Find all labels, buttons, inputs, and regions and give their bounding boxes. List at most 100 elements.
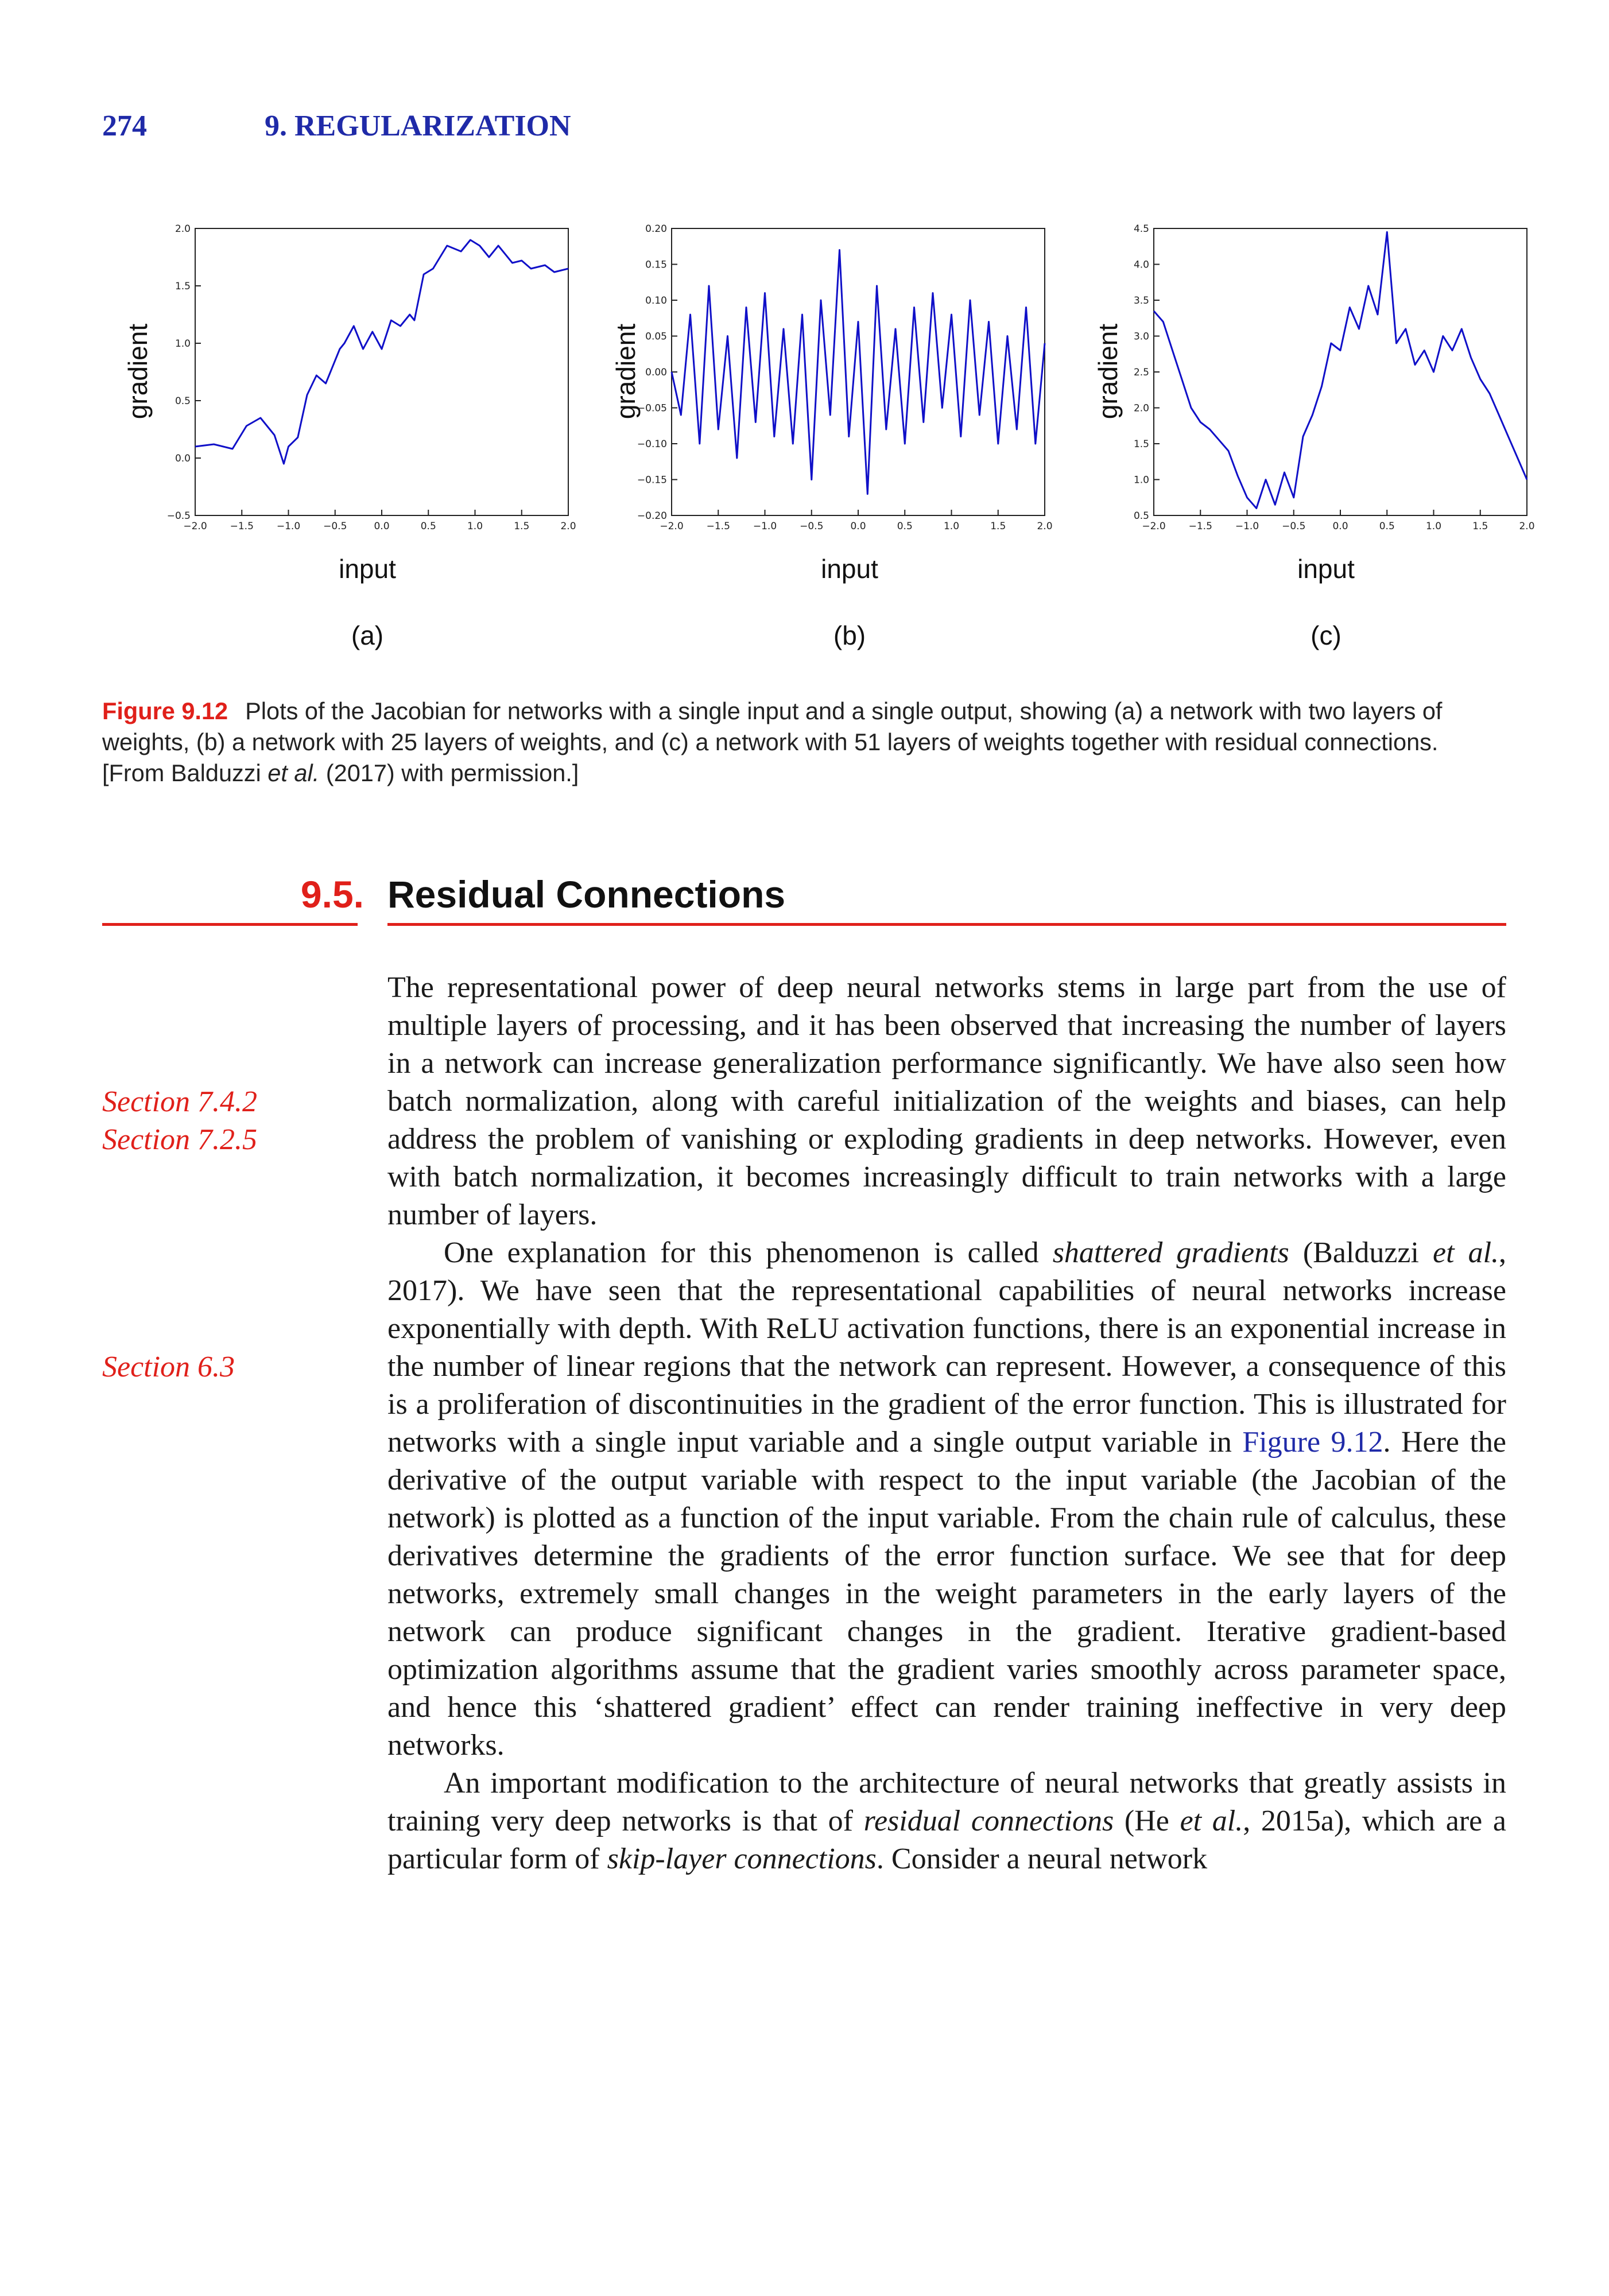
term-residual-connections: residual connections	[863, 1805, 1114, 1837]
section-heading: 9.5. Residual Connections	[102, 872, 1506, 936]
x-tick-label: −0.5	[1282, 521, 1305, 532]
y-tick-label: 2.0	[175, 223, 191, 235]
plot-frame	[1153, 228, 1527, 516]
x-axis-label-a: input	[339, 554, 396, 584]
plot-frame	[195, 228, 569, 516]
plot-panel-b: gradient −2.0 −1.5 −1.0 −0.5 0.0 0.5 1.0 1.5 2.0…	[591, 212, 1062, 534]
y-tick-label: −0.05	[637, 403, 667, 414]
x-tick-label: 0.5	[897, 521, 913, 532]
paragraph-2: One explanation for this phenomenon is c…	[387, 1234, 1506, 1764]
paragraph-1: The representational power of deep neura…	[387, 971, 1506, 1231]
x-tick-label: −1.0	[277, 521, 300, 532]
x-tick-label: −1.5	[1189, 521, 1212, 532]
x-tick-label: −1.0	[1235, 521, 1259, 532]
x-tick-label: 1.5	[990, 521, 1006, 532]
y-tick-label: −0.5	[167, 510, 191, 522]
etal: et al.	[1180, 1805, 1243, 1837]
text-span: . Here the derivative of the output vari…	[387, 1426, 1506, 1762]
y-tick-label: 0.5	[175, 395, 191, 407]
x-tick-label: 0.5	[421, 521, 436, 532]
y-tick-label: 4.0	[1134, 259, 1149, 271]
y-tick-label: 3.5	[1134, 295, 1149, 307]
text-span: , 2017). We have seen that the represent…	[387, 1236, 1507, 1459]
paragraph-3: An important modification to the archite…	[387, 1764, 1506, 1878]
plot-panel-a: gradient −2.0 −1.5 −1.0 −0.5 0.0 0.5 1.0 1.5 2.0…	[115, 212, 586, 534]
chapter-title: 9. REGULARIZATION	[265, 110, 571, 142]
x-tick-label: 1.0	[944, 521, 959, 532]
x-tick-label: 2.0	[1519, 521, 1534, 532]
page-number: 274	[102, 110, 147, 142]
y-tick-label: 1.0	[175, 338, 191, 350]
body-text: The representational power of deep neura…	[387, 969, 1506, 1878]
sublabel-a: (a)	[351, 620, 384, 650]
y-tick-label: 4.5	[1134, 223, 1149, 235]
y-tick-label: 0.15	[645, 259, 667, 271]
running-header: 274 9. REGULARIZATION	[102, 109, 571, 143]
x-tick-label: −2.0	[1142, 521, 1165, 532]
text-span: An important modification to the archite…	[387, 1767, 1506, 1837]
x-tick-label: −2.0	[183, 521, 207, 532]
x-tick-label: 0.5	[1379, 521, 1395, 532]
x-tick-label: 2.0	[1037, 521, 1052, 532]
y-tick-label: −0.10	[637, 439, 667, 450]
figure-caption: Figure 9.12 Plots of the Jacobian for net…	[102, 696, 1506, 789]
y-tick-label: 2.0	[1134, 403, 1149, 414]
x-tick-label: −1.5	[230, 521, 254, 532]
heading-rule-right	[387, 923, 1506, 926]
x-tick-label: 1.5	[514, 521, 529, 532]
x-tick-label: 0.0	[850, 521, 866, 532]
x-tick-label: −0.5	[323, 521, 347, 532]
x-tick-label: 0.0	[374, 521, 389, 532]
plot-panel-c: gradient −2.0 −1.5 −1.0 −0.5 0.0 0.5 1.0 1.5 2.0…	[1073, 212, 1544, 534]
section-title: Residual Connections	[387, 873, 786, 916]
y-tick-label: 0.05	[645, 331, 667, 343]
term-skip-layer-connections: skip-layer connections	[607, 1843, 877, 1875]
line-chart-a: −2.0 −1.5 −1.0 −0.5 0.0 0.5 1.0 1.5 2.0 −0.5 0.0 0.…	[167, 223, 576, 532]
y-tick-label: 1.5	[175, 281, 191, 292]
y-tick-label: 0.00	[645, 367, 667, 378]
y-tick-label: 0.0	[175, 453, 191, 464]
x-tick-label: 1.0	[467, 521, 483, 532]
sublabel-b: (b)	[833, 620, 866, 650]
x-tick-label: −1.0	[753, 521, 777, 532]
sublabel-c: (c)	[1311, 620, 1342, 650]
x-tick-label: 1.5	[1472, 521, 1488, 532]
margin-note-section-6-3[interactable]: Section 6.3	[102, 1351, 235, 1383]
y-tick-label: 0.10	[645, 295, 667, 307]
text-span: (Balduzzi	[1289, 1236, 1433, 1269]
y-tick-label: 0.5	[1134, 510, 1149, 522]
series-line	[1153, 231, 1528, 509]
text-span: , 2015a), which are a particular form of	[387, 1805, 1506, 1875]
y-tick-label: 1.5	[1134, 439, 1149, 450]
margin-note-section-7-4-2[interactable]: Section 7.4.2	[102, 1085, 258, 1118]
text-span: (He	[1114, 1805, 1180, 1837]
x-tick-label: 1.0	[1426, 521, 1441, 532]
etal: et al.	[1433, 1236, 1499, 1269]
y-tick-label: 0.20	[645, 223, 667, 235]
figure-id: Figure 9.12	[102, 697, 228, 724]
figure-link[interactable]: Figure 9.12	[1242, 1426, 1383, 1459]
text-span: . Consider a neural network	[876, 1843, 1208, 1875]
section-number: 9.5.	[300, 873, 364, 916]
margin-note-section-7-2-5[interactable]: Section 7.2.5	[102, 1123, 258, 1156]
x-tick-label: −2.0	[660, 521, 683, 532]
x-tick-label: −0.5	[800, 521, 823, 532]
series-line	[195, 239, 569, 465]
text-span: One explanation for this phenomenon is c…	[444, 1236, 1053, 1269]
x-axis-label-b: input	[821, 554, 878, 584]
x-tick-label: 0.0	[1332, 521, 1348, 532]
x-tick-label: −1.5	[707, 521, 730, 532]
x-axis-label-c: input	[1297, 554, 1355, 584]
x-tick-label: 2.0	[560, 521, 576, 532]
line-chart-c: −2.0 −1.5 −1.0 −0.5 0.0 0.5 1.0 1.5 2.0 0.5 1.0 1.5…	[1134, 223, 1535, 532]
caption-text-end: (2017) with permission.]	[319, 759, 579, 786]
plot-frame	[671, 228, 1045, 516]
term-shattered-gradients: shattered gradients	[1052, 1236, 1289, 1269]
y-tick-label: 2.5	[1134, 367, 1149, 378]
caption-etal: et al.	[267, 759, 320, 786]
y-tick-label: −0.20	[637, 510, 667, 522]
series-line	[670, 249, 1046, 495]
heading-rule-left	[102, 923, 358, 926]
y-tick-label: 1.0	[1134, 475, 1149, 486]
line-chart-b: −2.0 −1.5 −1.0 −0.5 0.0 0.5 1.0 1.5 2.0 −0.20 −0.1…	[637, 223, 1053, 532]
